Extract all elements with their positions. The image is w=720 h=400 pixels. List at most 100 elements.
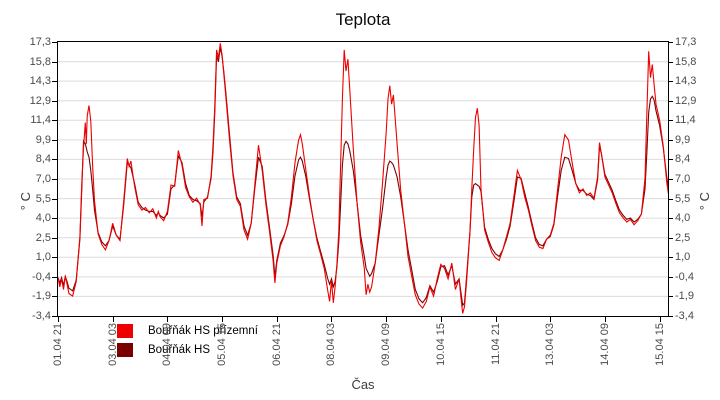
legend-item: Bouřňák HS	[117, 340, 258, 359]
y-tick-label: 7,0	[675, 173, 691, 185]
tick-mark	[668, 42, 673, 43]
y-tick-label: 14,3	[675, 75, 697, 87]
tick-mark	[668, 296, 673, 297]
y-tick-label: 5,5	[675, 193, 691, 205]
tick-mark	[52, 120, 57, 121]
tick-mark	[167, 317, 168, 322]
tick-mark	[668, 120, 673, 121]
y-tick-label: -1,9	[675, 290, 694, 302]
tick-mark	[668, 159, 673, 160]
tick-mark	[52, 62, 57, 63]
tick-mark	[668, 199, 673, 200]
tick-mark	[668, 62, 673, 63]
tick-mark	[52, 81, 57, 82]
y-tick-label: 1,0	[675, 251, 691, 263]
tick-mark	[441, 317, 442, 322]
legend-item: Bouřňák HS přízemní	[117, 321, 258, 340]
y-axis-title-left: ° C	[18, 192, 33, 211]
x-tick-label: 10.04 15	[435, 323, 447, 366]
y-tick-label: 17,3	[675, 36, 697, 48]
legend: Bouřňák HS přízemní Bouřňák HS	[117, 321, 258, 359]
tick-mark	[668, 257, 673, 258]
x-tick-label: 03.04 03	[107, 323, 119, 366]
y-tick-label: 12,9	[675, 95, 697, 107]
tick-mark	[52, 140, 57, 141]
tick-mark	[222, 317, 223, 322]
x-tick-label: 06.04 21	[271, 323, 283, 366]
tick-mark	[52, 159, 57, 160]
tick-mark	[668, 140, 673, 141]
tick-mark	[277, 317, 278, 322]
y-tick-label: -3,4	[675, 310, 694, 322]
tick-mark	[668, 316, 673, 317]
series-line-bou-k-hs	[58, 47, 668, 307]
x-tick-label: 13.04 03	[544, 323, 556, 366]
tick-mark	[668, 179, 673, 180]
tick-mark	[52, 199, 57, 200]
y-tick-label: -0,4	[32, 271, 51, 283]
y-tick-label: 11,4	[30, 114, 51, 126]
tick-mark	[331, 317, 332, 322]
y-tick-label: 2,5	[675, 232, 691, 244]
legend-swatch-hs-prizemni	[117, 323, 133, 338]
y-tick-label: 15,8	[675, 56, 697, 68]
y-axis-title-right: ° C	[697, 192, 712, 211]
x-tick-label: 15.04 15	[654, 323, 666, 366]
x-tick-label: 05.04 15	[216, 323, 228, 366]
y-tick-label: 15,8	[29, 56, 51, 68]
x-tick-label: 04.04 09	[161, 323, 173, 366]
tick-mark	[52, 316, 57, 317]
y-tick-label: 1,0	[35, 251, 51, 263]
tick-mark	[52, 179, 57, 180]
tick-mark	[52, 218, 57, 219]
plot-canvas	[58, 43, 668, 314]
y-tick-label: 12,9	[29, 95, 51, 107]
tick-mark	[386, 317, 387, 322]
y-tick-label: 14,3	[29, 75, 51, 87]
y-tick-label: 9,9	[35, 134, 51, 146]
x-tick-label: 09.04 09	[380, 323, 392, 366]
y-tick-label: 7,0	[35, 173, 51, 185]
legend-swatch-hs	[117, 342, 133, 357]
y-tick-label: 9,9	[675, 134, 691, 146]
tick-mark	[668, 277, 673, 278]
y-tick-label: 17,3	[29, 36, 51, 48]
x-axis-title: Čas	[351, 377, 375, 392]
x-tick-label: 08.04 03	[325, 323, 337, 366]
tick-mark	[550, 317, 551, 322]
y-tick-label: 8,4	[35, 153, 51, 165]
y-tick-label: 11,4	[675, 114, 696, 126]
y-tick-label: 5,5	[35, 193, 51, 205]
legend-label-hs: Bouřňák HS	[148, 343, 211, 356]
tick-mark	[660, 317, 661, 322]
y-tick-label: 4,0	[35, 212, 51, 224]
tick-mark	[52, 42, 57, 43]
y-tick-label: 4,0	[675, 212, 691, 224]
tick-mark	[52, 277, 57, 278]
tick-mark	[52, 257, 57, 258]
tick-mark	[668, 218, 673, 219]
tick-mark	[52, 296, 57, 297]
x-tick-label: 14.04 09	[599, 323, 611, 366]
x-tick-label: 01.04 21	[52, 323, 64, 366]
tick-mark	[52, 238, 57, 239]
tick-mark	[668, 81, 673, 82]
legend-label-hs-prizemni: Bouřňák HS přízemní	[148, 324, 258, 337]
tick-mark	[668, 238, 673, 239]
tick-mark	[496, 317, 497, 322]
y-tick-label: -0,4	[675, 271, 694, 283]
x-tick-label: 11.04 21	[490, 323, 502, 366]
plot-area: Bouřňák HS přízemní Bouřňák HS	[57, 41, 669, 357]
y-tick-label: 8,4	[675, 153, 691, 165]
y-tick-label: 2,5	[35, 232, 51, 244]
tick-mark	[52, 101, 57, 102]
series-line-bou-k-hs-p-zemn-	[58, 43, 668, 314]
tick-mark	[113, 317, 114, 322]
chart-title: Teplota	[335, 10, 391, 29]
tick-mark	[605, 317, 606, 322]
tick-mark	[668, 101, 673, 102]
y-tick-label: -1,9	[32, 290, 51, 302]
tick-mark	[58, 317, 59, 322]
y-tick-label: -3,4	[32, 310, 51, 322]
